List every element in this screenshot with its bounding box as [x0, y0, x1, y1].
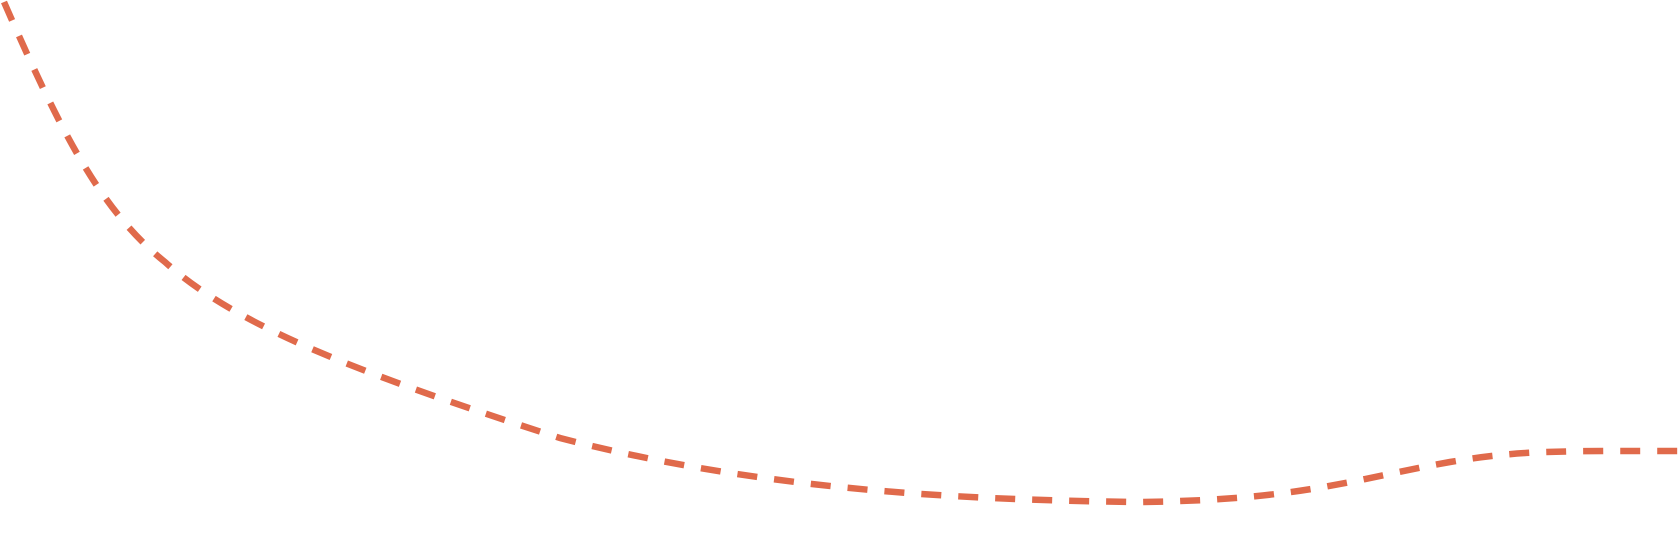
dashed-curve-line [1, 0, 1680, 506]
